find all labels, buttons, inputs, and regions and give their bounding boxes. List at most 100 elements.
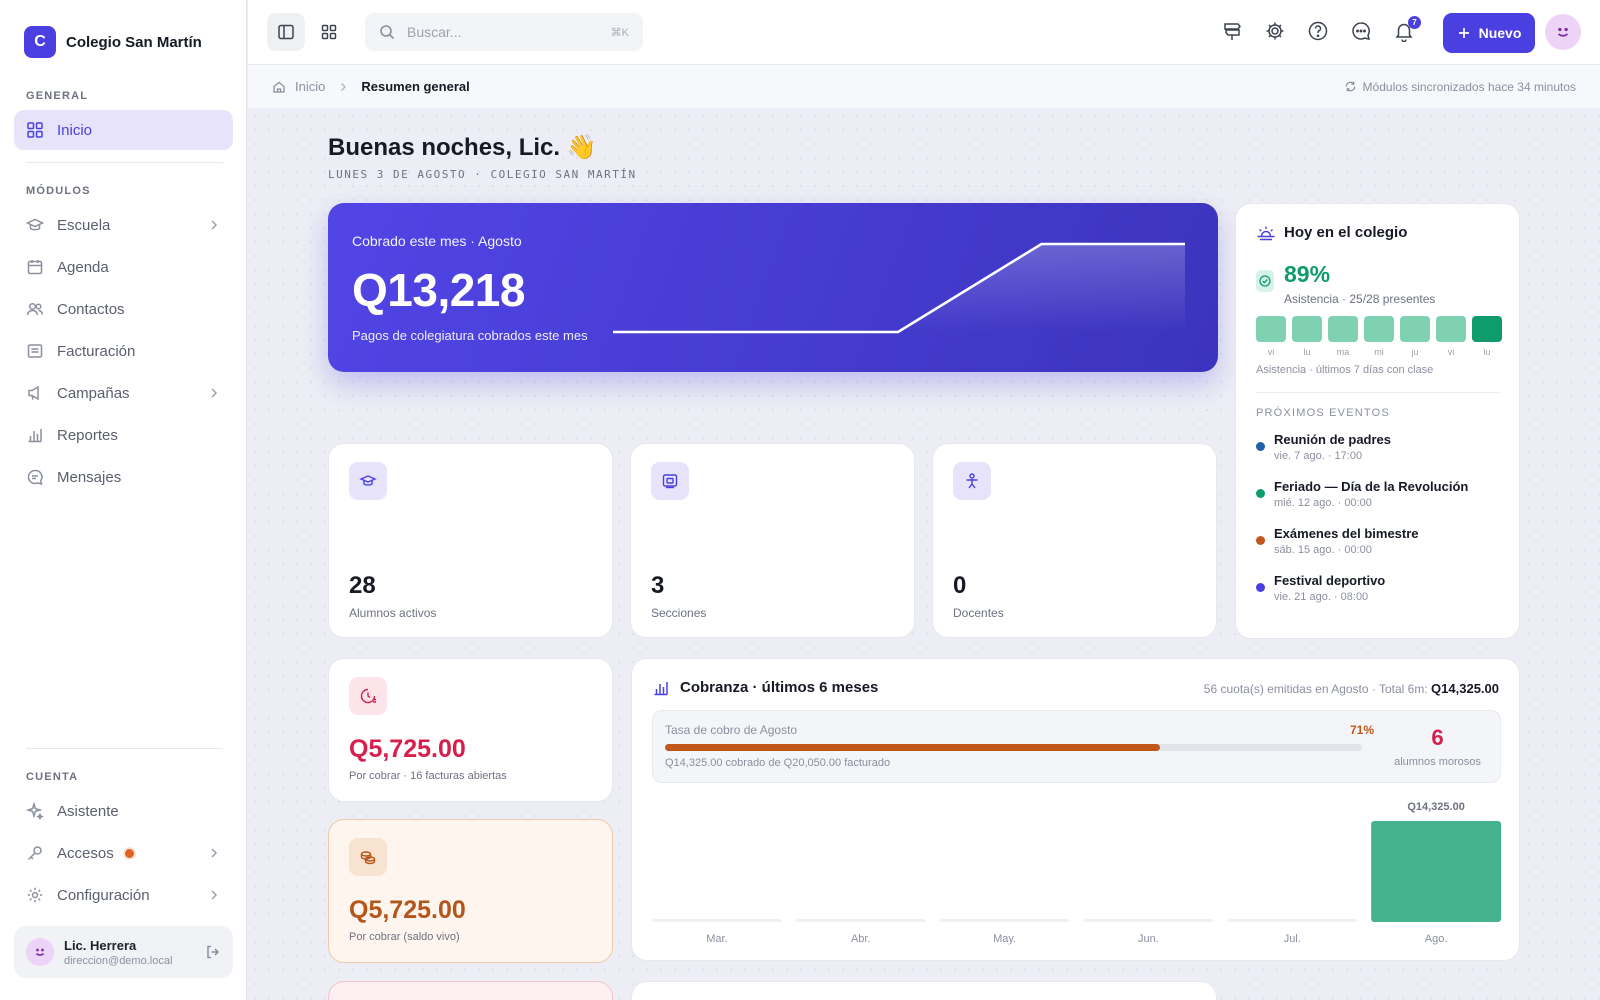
- chart-bar[interactable]: [1227, 919, 1358, 922]
- collected-hero-card: Cobrado este mes · Agosto Q13,218 Pagos …: [328, 203, 1218, 372]
- brand[interactable]: C Colegio San Martín: [24, 26, 202, 58]
- attendance-day: mi: [1364, 316, 1394, 357]
- sidebar-item-label: Agenda: [57, 258, 109, 276]
- chart-bar[interactable]: [652, 919, 782, 922]
- smile-icon: [35, 948, 45, 956]
- new-button[interactable]: Nuevo: [1443, 13, 1535, 53]
- sidebar-item-inicio[interactable]: Inicio: [14, 110, 233, 150]
- attendance-percentage: 89%: [1284, 261, 1331, 287]
- message-icon: [26, 468, 44, 486]
- delinquent-label: alumnos morosos: [1394, 756, 1481, 768]
- chat-button[interactable]: [1350, 20, 1374, 44]
- chevron-right-icon: [207, 218, 221, 232]
- event-item[interactable]: Feriado — Día de la Revolución mié. 12 ag…: [1256, 479, 1468, 509]
- event-item[interactable]: Festival deportivo vie. 21 ago. · 08:00: [1256, 573, 1385, 603]
- event-title: Festival deportivo: [1274, 573, 1386, 588]
- stat-card-students[interactable]: 28 Alumnos activos: [328, 443, 613, 638]
- stat-label: Docentes: [953, 606, 1004, 620]
- graduation-cap-icon: [26, 216, 44, 234]
- chart-x-tick-label: Abr.: [851, 933, 871, 945]
- sidebar-item-label: Inicio: [57, 121, 93, 139]
- stat-card-sections[interactable]: 3 Secciones: [630, 443, 915, 638]
- chart-bar[interactable]: [939, 919, 1070, 922]
- user-email: direccion@demo.local: [64, 954, 173, 967]
- signpost-icon: [1224, 23, 1241, 40]
- attendance-day-label: ju: [1411, 347, 1419, 357]
- chevron-right-icon: [207, 846, 221, 860]
- sidebar-item-escuela[interactable]: Escuela: [14, 205, 233, 245]
- attendance-bar: [1256, 316, 1286, 342]
- check-circle-icon: [1256, 270, 1274, 292]
- sidebar-item-contactos[interactable]: Contactos: [14, 289, 233, 329]
- attendance-day-label: vi: [1447, 347, 1455, 357]
- sidebar-item-label: Facturación: [57, 342, 136, 360]
- section-label-account: CUENTA: [26, 771, 79, 783]
- section-label-modules: MÓDULOS: [26, 185, 91, 197]
- attendance-bar: [1292, 316, 1322, 342]
- chart-bar[interactable]: [1371, 821, 1501, 922]
- event-dot: [1256, 536, 1265, 545]
- user-avatar-button[interactable]: [1545, 14, 1581, 50]
- stat-card-teachers[interactable]: 0 Docentes: [932, 443, 1217, 638]
- receivable-card-balance[interactable]: Q5,725.00 Por cobrar (saldo vivo): [328, 819, 613, 963]
- sidebar-item-label: Reportes: [57, 426, 118, 444]
- sidebar-item-reportes[interactable]: Reportes: [14, 415, 233, 455]
- hero-sparkline: [613, 242, 1185, 334]
- graduation-cap-icon: [349, 462, 387, 500]
- event-item[interactable]: Exámenes del bimestre sáb. 15 ago. · 00:0…: [1256, 526, 1419, 556]
- sidebar-item-accesos[interactable]: Accesos: [14, 833, 233, 873]
- collections-summary: 56 cuota(s) emitidas en Agosto · Total 6…: [1204, 681, 1499, 696]
- collection-rate-fill: [665, 744, 1160, 751]
- collections-summary-text: 56 cuota(s) emitidas en Agosto · Total 6…: [1203, 682, 1428, 696]
- event-dot: [1256, 489, 1265, 498]
- attendance-day-label: mi: [1374, 347, 1384, 357]
- sidebar-item-configuracion[interactable]: Configuración: [14, 875, 233, 915]
- sync-status: Módulos sincronizados hace 34 minutos: [1344, 80, 1576, 94]
- collection-rate-footer: Q14,325.00 cobrado de Q20,050.00 factura…: [665, 757, 891, 769]
- breadcrumb-home[interactable]: Inicio: [272, 79, 325, 94]
- event-time: mié. 12 ago. · 00:00: [1274, 497, 1372, 509]
- apps-grid-button[interactable]: [310, 13, 348, 51]
- sidebar-item-asistente[interactable]: Asistente: [14, 791, 233, 831]
- search-input[interactable]: Buscar... ⌘K: [365, 13, 643, 51]
- bar-chart-icon: [652, 679, 670, 697]
- sidebar-icon: [278, 24, 294, 40]
- receivable-card-open-invoices[interactable]: Q5,725.00 Por cobrar · 16 facturas abier…: [328, 658, 613, 802]
- attendance-day: ju: [1400, 316, 1430, 357]
- stat-label: Secciones: [651, 606, 707, 620]
- sidebar-item-mensajes[interactable]: Mensajes: [14, 457, 233, 497]
- home-icon: [273, 81, 285, 93]
- sparkle-icon: [26, 802, 44, 820]
- refresh-icon: [1345, 81, 1355, 92]
- stat-label: Alumnos activos: [349, 606, 437, 620]
- partial-card: [631, 981, 1217, 1000]
- sidebar-item-facturacion[interactable]: Facturación: [14, 331, 233, 371]
- logout-icon[interactable]: [205, 944, 221, 960]
- collection-rate-panel: Tasa de cobro de Agosto 71% Q14,325.00 c…: [652, 710, 1501, 783]
- help-button[interactable]: [1307, 20, 1331, 44]
- chart-bar[interactable]: [1083, 919, 1214, 922]
- notifications-button[interactable]: 7: [1393, 16, 1421, 44]
- avatar: [26, 938, 54, 966]
- attendance-day: lu: [1292, 316, 1322, 357]
- sidebar-item-campanas[interactable]: Campañas: [14, 373, 233, 413]
- signpost-button[interactable]: [1221, 20, 1245, 44]
- sync-status-text: Módulos sincronizados hace 34 minutos: [1362, 79, 1576, 94]
- events-heading: PRÓXIMOS EVENTOS: [1256, 407, 1390, 419]
- receivable-label: Por cobrar · 16 facturas abiertas: [349, 770, 507, 782]
- attendance-day: ma: [1328, 316, 1358, 357]
- event-item[interactable]: Reunión de padres vie. 7 ago. · 17:00: [1256, 432, 1391, 462]
- sidebar-item-agenda[interactable]: Agenda: [14, 247, 233, 287]
- sidebar-item-label: Campañas: [57, 384, 130, 402]
- event-time: vie. 7 ago. · 17:00: [1274, 450, 1363, 462]
- settings-button[interactable]: [1264, 20, 1288, 44]
- page-title: Buenas noches, Lic. 👋: [328, 134, 597, 161]
- collections-bar-chart: Mar. Abr. May. Jun. Jul. Ago. Q14,325.00: [652, 801, 1501, 945]
- chart-x-tick-label: May.: [993, 933, 1016, 945]
- chart-x-tick-label: Ago.: [1425, 933, 1448, 945]
- user-card[interactable]: Lic. Herrera direccion@demo.local: [14, 926, 233, 978]
- chart-bar[interactable]: [795, 919, 926, 922]
- receivable-amount: Q5,725.00: [349, 735, 466, 763]
- collection-rate-track: [665, 744, 1362, 751]
- toggle-sidebar-button[interactable]: [267, 13, 305, 51]
